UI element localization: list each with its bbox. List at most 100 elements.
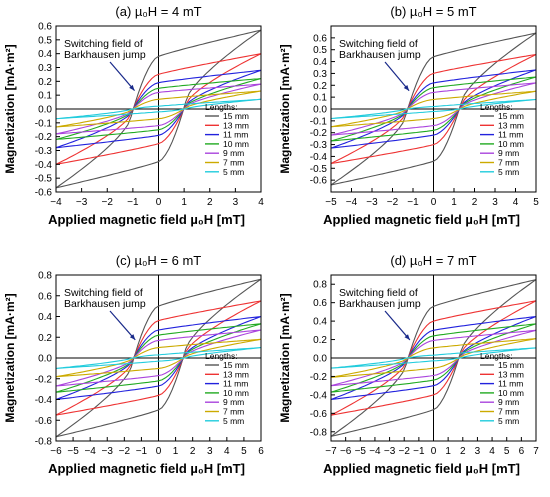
x-tick-label: 0 (431, 197, 437, 208)
x-tick-label: 0 (431, 446, 437, 457)
y-tick-label: -0.4 (310, 152, 328, 163)
chart-panel-b: (b) µ₀H = 5 mT −5 −4 −3 −2 −1 0 1 2 3 4 5 -0.6 -0.5 -0… (275, 0, 550, 248)
x-tick-label: 0 (156, 197, 162, 208)
y-axis-label: Magnetization [mA·m²] (278, 44, 292, 173)
chart-svg: (a) µ₀H = 4 mT −4 −3 −2 −1 0 1 2 3 4 -0.6 -0.5 -0.4 -… (3, 4, 264, 227)
y-tick-label: -0.6 (35, 188, 53, 199)
y-axis-label: Magnetization [mA·m²] (3, 44, 17, 173)
x-tick-label: 1 (445, 446, 451, 457)
x-tick-label: 4 (513, 197, 519, 208)
y-tick-label: -0.8 (35, 437, 53, 448)
legend-label: 11 mm (498, 379, 523, 389)
legend-label: 7 mm (223, 407, 244, 417)
x-tick-label: 5 (241, 446, 247, 457)
x-tick-label: −1 (136, 446, 148, 457)
y-tick-label: -0.6 (310, 409, 328, 420)
y-tick-label: 0.0 (313, 354, 327, 365)
x-tick-label: −7 (325, 446, 337, 457)
annotation-text: Barkhausen jump (339, 298, 421, 310)
x-tick-label: −3 (76, 197, 88, 208)
y-tick-label: -0.1 (35, 118, 53, 129)
x-tick-label: −4 (346, 197, 358, 208)
x-tick-label: −2 (102, 197, 114, 208)
arrow-head-icon (129, 84, 135, 91)
x-axis-label: Applied magnetic field µ₀H [mT] (323, 461, 520, 476)
x-tick-label: 3 (475, 446, 481, 457)
legend-label: 10 mm (498, 139, 524, 149)
chart-svg: (d) µ₀H = 7 mT −7 −6 −5 −4 −3 −2 −1 0 1 2 3 4 5 6 7 -0.8… (278, 253, 539, 476)
y-tick-label: 0.5 (38, 35, 52, 46)
y-tick-label: -0.3 (35, 146, 53, 157)
x-tick-label: 7 (533, 446, 539, 457)
y-tick-label: 0.5 (313, 45, 327, 56)
x-tick-label: 4 (224, 446, 230, 457)
y-tick-label: 0.4 (38, 312, 52, 323)
legend-label: 15 mm (498, 111, 524, 121)
y-tick-label: 0.2 (38, 333, 52, 344)
legend-label: 9 mm (223, 148, 244, 158)
legend-label: 10 mm (223, 139, 249, 149)
x-tick-label: −2 (119, 446, 131, 457)
x-tick-label: 5 (533, 197, 539, 208)
annotation-arrow (109, 61, 135, 91)
y-tick-label: -0.5 (35, 174, 53, 185)
x-tick-label: −3 (384, 446, 396, 457)
x-tick-label: −1 (127, 197, 139, 208)
x-tick-label: 6 (519, 446, 525, 457)
legend-label: 5 mm (498, 167, 519, 177)
x-tick-label: 5 (504, 446, 510, 457)
legend-label: 13 mm (498, 120, 524, 130)
chart-title: (d) µ₀H = 7 mT (390, 253, 476, 268)
y-tick-label: 0.0 (38, 105, 52, 116)
legend-title: Lengths: (480, 102, 513, 112)
y-tick-label: -0.5 (310, 164, 328, 175)
chart-title: (b) µ₀H = 5 mT (390, 4, 476, 19)
legend-label: 9 mm (498, 148, 519, 158)
x-tick-label: 4 (489, 446, 495, 457)
x-tick-label: −5 (355, 446, 367, 457)
x-tick-label: −2 (387, 197, 399, 208)
y-tick-label: -0.6 (35, 416, 53, 427)
y-axis-label: Magnetization [mA·m²] (3, 293, 17, 422)
legend-label: 11 mm (498, 130, 523, 140)
chart-svg: (b) µ₀H = 5 mT−5 −4 −3 −2 −1 0 1 2 3 4 5-0.6-0.5-0… (278, 4, 539, 227)
x-tick-label: −3 (366, 197, 378, 208)
y-tick-label: -0.4 (310, 390, 328, 401)
x-tick-label: −3 (102, 446, 114, 457)
y-tick-label: -0.2 (310, 128, 328, 139)
annotation-text: Switching field of (339, 287, 418, 299)
legend-label: 15 mm (498, 360, 524, 370)
x-tick-label: −2 (399, 446, 411, 457)
x-axis-label: Applied magnetic field µ₀H [mT] (323, 212, 520, 227)
arrow-head-icon (404, 334, 410, 340)
annotation-text: Switching field of (64, 38, 143, 50)
chart-svg: (c) µ₀H = 6 mT −6 −5 −4 −3 −2 −1 0 1 2 3 4 5 6 -0.8 -0.… (3, 253, 264, 476)
y-tick-label: 0.2 (313, 81, 327, 92)
x-tick-label: −1 (407, 197, 419, 208)
annotation-arrow (384, 310, 411, 341)
x-tick-label: −5 (67, 446, 79, 457)
legend-label: 10 mm (498, 388, 524, 398)
x-tick-label: 2 (472, 197, 478, 208)
legend-label: 10 mm (223, 388, 249, 398)
annotation-text: Barkhausen jump (64, 298, 146, 310)
y-tick-label: 0.2 (313, 335, 327, 346)
legend-label: 7 mm (498, 158, 519, 168)
y-tick-label: 0.4 (313, 57, 327, 68)
chart-title: (a) µ₀H = 4 mT (115, 4, 201, 19)
y-tick-label: -0.2 (310, 372, 328, 383)
y-tick-label: 0.3 (313, 69, 327, 80)
legend-label: 5 mm (223, 167, 244, 177)
legend-label: 11 mm (223, 379, 248, 389)
y-tick-label: 0.6 (38, 22, 52, 33)
x-tick-label: −4 (84, 446, 96, 457)
legend-label: 11 mm (223, 130, 248, 140)
y-tick-label: 0.1 (38, 91, 52, 102)
y-tick-label: 0.8 (313, 280, 327, 291)
x-tick-label: 6 (258, 446, 264, 457)
y-tick-label: 0.0 (313, 105, 327, 116)
y-tick-label: -0.2 (35, 374, 53, 385)
x-tick-label: 3 (233, 197, 239, 208)
chart-panel-a: (a) µ₀H = 4 mT −4 −3 −2 −1 0 1 2 3 4 -0.6 -0.5 -0.4 -… (0, 0, 275, 248)
y-tick-label: -0.2 (35, 132, 53, 143)
